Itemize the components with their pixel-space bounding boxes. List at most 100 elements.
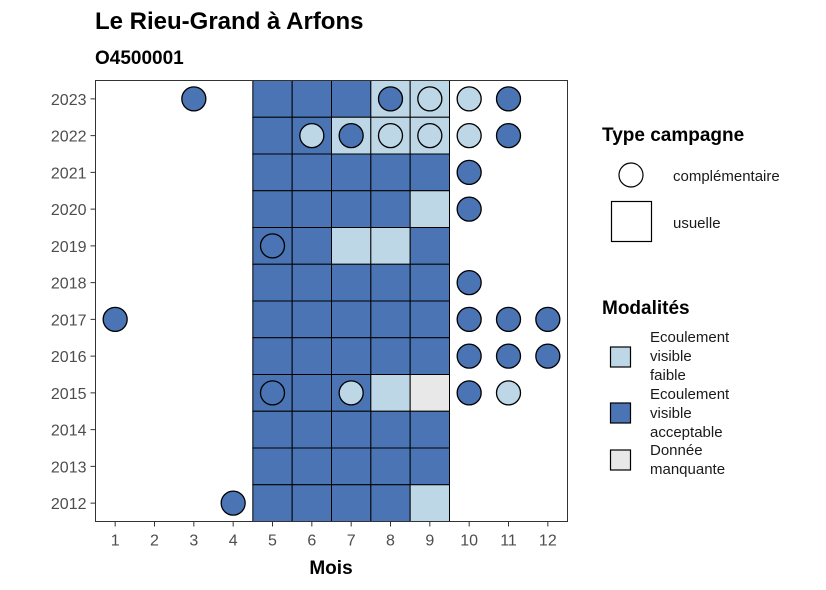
- tile-2014-9: [409, 410, 450, 449]
- tile-2020-7: [331, 190, 372, 228]
- tile-2013-8: [370, 447, 411, 486]
- x-tick-label-2: 2: [150, 533, 159, 550]
- point-2023-11: [495, 86, 522, 112]
- tile-2016-8: [370, 337, 411, 375]
- point-2020-10: [456, 196, 482, 222]
- y-tick-label-2015: 2015: [51, 386, 87, 403]
- y-tick-label-2018: 2018: [51, 276, 87, 293]
- tile-2013-5: [252, 447, 293, 486]
- tile-2020-5: [252, 190, 293, 228]
- complementaire-points: [102, 86, 561, 516]
- x-tick-label-5: 5: [268, 533, 277, 550]
- tile-2015-9: [409, 374, 450, 412]
- x-axis-title: Mois: [309, 558, 352, 579]
- point-2023-8: [377, 86, 404, 112]
- tile-2018-8: [370, 263, 411, 302]
- tile-2016-5: [252, 337, 293, 375]
- tile-2020-9: [409, 190, 450, 228]
- tile-2013-6: [291, 447, 332, 486]
- tile-2018-7: [331, 263, 372, 302]
- y-tick-label-2021: 2021: [51, 165, 87, 182]
- legend-complementaire-label: complémentaire: [673, 168, 780, 185]
- y-tick-label-2022: 2022: [51, 129, 87, 146]
- legend-label-faible-2: faible: [650, 367, 686, 384]
- point-2022-9: [417, 122, 443, 149]
- chart-subtitle: O4500001: [95, 48, 184, 69]
- point-2022-7: [338, 122, 364, 149]
- legend-label-acceptable-0: Ecoulement: [650, 386, 730, 403]
- point-2022-8: [377, 122, 404, 149]
- y-tick-label-2012: 2012: [51, 496, 87, 513]
- tile-2014-6: [291, 410, 332, 449]
- chart-title: Le Rieu-Grand à Arfons: [95, 8, 363, 35]
- legend-label-manquante-1: manquante: [650, 461, 725, 478]
- point-2022-6: [299, 122, 325, 149]
- legend-label-faible-0: Ecoulement: [650, 329, 730, 346]
- point-2012-4: [220, 490, 246, 516]
- tile-2020-8: [370, 190, 411, 228]
- tile-2016-9: [409, 337, 450, 375]
- point-2023-9: [417, 86, 443, 112]
- tile-2018-6: [291, 263, 332, 302]
- point-2016-12: [535, 343, 561, 369]
- y-tick-label-2017: 2017: [51, 312, 87, 329]
- point-2023-3: [181, 86, 207, 112]
- tile-2020-6: [291, 190, 332, 228]
- tile-2012-6: [291, 484, 332, 522]
- tile-2022-5: [252, 116, 293, 155]
- y-tick-label-2013: 2013: [51, 459, 87, 476]
- legend-swatch-manquante: [609, 449, 632, 471]
- tile-2017-7: [331, 300, 372, 339]
- legend-circle-swatch: [618, 162, 644, 188]
- tile-2019-6: [291, 227, 332, 265]
- point-2015-5: [259, 380, 286, 406]
- tile-2014-8: [370, 410, 411, 449]
- tile-2014-5: [252, 410, 293, 449]
- point-2019-5: [259, 233, 286, 259]
- tile-2018-5: [252, 263, 293, 302]
- point-2016-11: [495, 343, 522, 369]
- tile-2017-5: [252, 300, 293, 339]
- x-tick-label-12: 12: [539, 533, 557, 550]
- x-tick-label-1: 1: [111, 533, 120, 550]
- tile-2023-6: [291, 80, 332, 118]
- legend-swatch-faible: [609, 346, 632, 368]
- point-2017-11: [495, 306, 522, 333]
- legend-usuelle-label: usuelle: [673, 215, 721, 232]
- point-2022-11: [495, 122, 522, 149]
- point-2015-11: [495, 380, 522, 406]
- x-axis: 1 2 3 4 5 6 7 8 9 10 11 12: [111, 521, 557, 550]
- y-axis: 2012 2013 2014 2015 2016 2017 2018 2019 2020 2021…: [51, 92, 96, 513]
- point-2023-10: [456, 86, 482, 112]
- tile-2016-7: [331, 337, 372, 375]
- legend-label-acceptable-1: visible: [650, 405, 692, 422]
- point-2017-1: [102, 306, 128, 333]
- tile-2021-7: [331, 153, 372, 192]
- point-2016-10: [456, 343, 482, 369]
- x-tick-label-11: 11: [500, 533, 517, 550]
- legend-swatch-acceptable: [609, 402, 632, 424]
- tile-2019-7: [331, 227, 372, 265]
- legend-label-acceptable-2: acceptable: [650, 424, 723, 441]
- tile-2018-9: [409, 263, 450, 302]
- legend-type-campagne: Type campagne complémentaire usuelle: [602, 125, 780, 243]
- tile-2021-8: [370, 153, 411, 192]
- tile-2015-8: [370, 374, 411, 412]
- tile-2021-9: [409, 153, 450, 192]
- tile-2019-9: [409, 227, 450, 265]
- legend-label-faible-1: visible: [650, 348, 692, 365]
- point-2018-10: [456, 269, 482, 296]
- tile-2012-8: [370, 484, 411, 522]
- tile-2013-9: [409, 447, 450, 486]
- tile-2023-5: [252, 80, 293, 118]
- tile-2012-9: [409, 484, 450, 522]
- x-tick-label-9: 9: [425, 533, 434, 550]
- tile-2017-6: [291, 300, 332, 339]
- tile-2017-9: [409, 300, 450, 339]
- tile-2017-8: [370, 300, 411, 339]
- y-tick-label-2016: 2016: [51, 349, 87, 366]
- x-tick-label-6: 6: [307, 533, 316, 550]
- tile-2016-6: [291, 337, 332, 375]
- x-tick-label-8: 8: [386, 533, 395, 550]
